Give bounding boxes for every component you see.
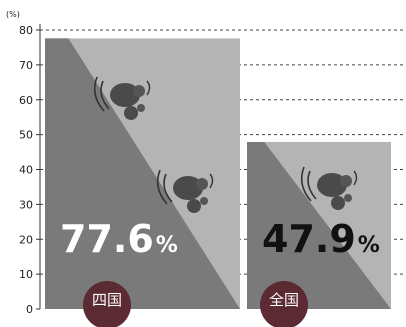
y-tick-label-50: 50: [19, 129, 33, 142]
landslide-rocks-icon-1-motion-line-3: [146, 80, 151, 96]
category-badge-circle-四国: [83, 281, 131, 327]
landslide-rocks-icon-3-motion-line-2: [300, 166, 312, 202]
y-axis: (%): [6, 10, 41, 310]
y-tick-label-10: 10: [19, 268, 33, 281]
landslide-rocks-icon-3-rock-tiny: [344, 194, 352, 202]
landslide-rocks-icon-1: [93, 76, 151, 120]
landslide-rocks-icon-2-motion-line-3: [209, 173, 214, 189]
y-tick-label-60: 60: [19, 94, 33, 107]
bars: [45, 38, 391, 310]
value-label-四国: 77.6%: [60, 217, 178, 261]
bar-slope-全国: [247, 141, 391, 309]
bar-slope-四国: [45, 38, 240, 310]
y-tick-label-0: 0: [26, 303, 33, 316]
landslide-rocks-icon-2-rock-small: [187, 199, 201, 213]
y-tick-label-40: 40: [19, 164, 33, 177]
y-tick-label-80: 80: [19, 24, 33, 37]
value-label-全国: 47.9%: [262, 217, 380, 261]
bar-四国: [45, 38, 240, 310]
landslide-rocks-icon-3-rock-medium: [340, 175, 352, 187]
y-axis-unit: (%): [6, 10, 20, 19]
landslide-rocks-icon-3-motion-line-3: [353, 170, 358, 186]
landslide-rocks-icon-3: [300, 166, 358, 210]
landslide-rocks-icon-3-motion-line-1: [307, 170, 317, 200]
y-tick-label-20: 20: [19, 233, 33, 246]
landslide-rocks-icon-1-motion-line-1: [100, 80, 110, 110]
landslide-rocks-icon-2-rock-tiny: [200, 197, 208, 205]
category-badge-全国: 全国: [260, 281, 308, 327]
landslide-rocks-icon-2-rock-medium: [196, 178, 208, 190]
y-tick-labels: 0 10 20 30 40 50 60 70 80: [19, 24, 33, 316]
landslide-rocks-icon-3-rock-large: [317, 173, 347, 197]
landslide-rocks-icon-1-rock-tiny: [137, 104, 145, 112]
category-badge-circle-全国: [260, 281, 308, 327]
landslide-rocks-icon-1-rock-large: [110, 83, 140, 107]
landslide-rocks-icon-2-rock-large: [173, 176, 203, 200]
landslide-rocks-icon-2-motion-line-1: [163, 173, 173, 203]
y-tick-label-70: 70: [19, 59, 33, 72]
category-label-四国: 四国: [92, 291, 122, 309]
landslide-rocks-icon-1-motion-line-2: [93, 76, 105, 112]
landslide-rocks-icon-1-rock-small: [124, 106, 138, 120]
category-label-全国: 全国: [269, 291, 299, 309]
bar-全国: [247, 141, 391, 309]
value-labels: 77.6% 47.9%: [60, 217, 380, 261]
landslide-rocks-icon-2-motion-line-2: [156, 169, 168, 205]
y-tick-label-30: 30: [19, 198, 33, 211]
category-badge-四国: 四国: [83, 281, 131, 327]
category-badges: 四国 全国: [83, 281, 308, 327]
landslide-rocks-icon-2: [156, 169, 214, 213]
landslide-rocks-icon-3-rock-small: [331, 196, 345, 210]
landslide-rocks-icon-1-rock-medium: [133, 85, 145, 97]
icons: [93, 76, 358, 213]
